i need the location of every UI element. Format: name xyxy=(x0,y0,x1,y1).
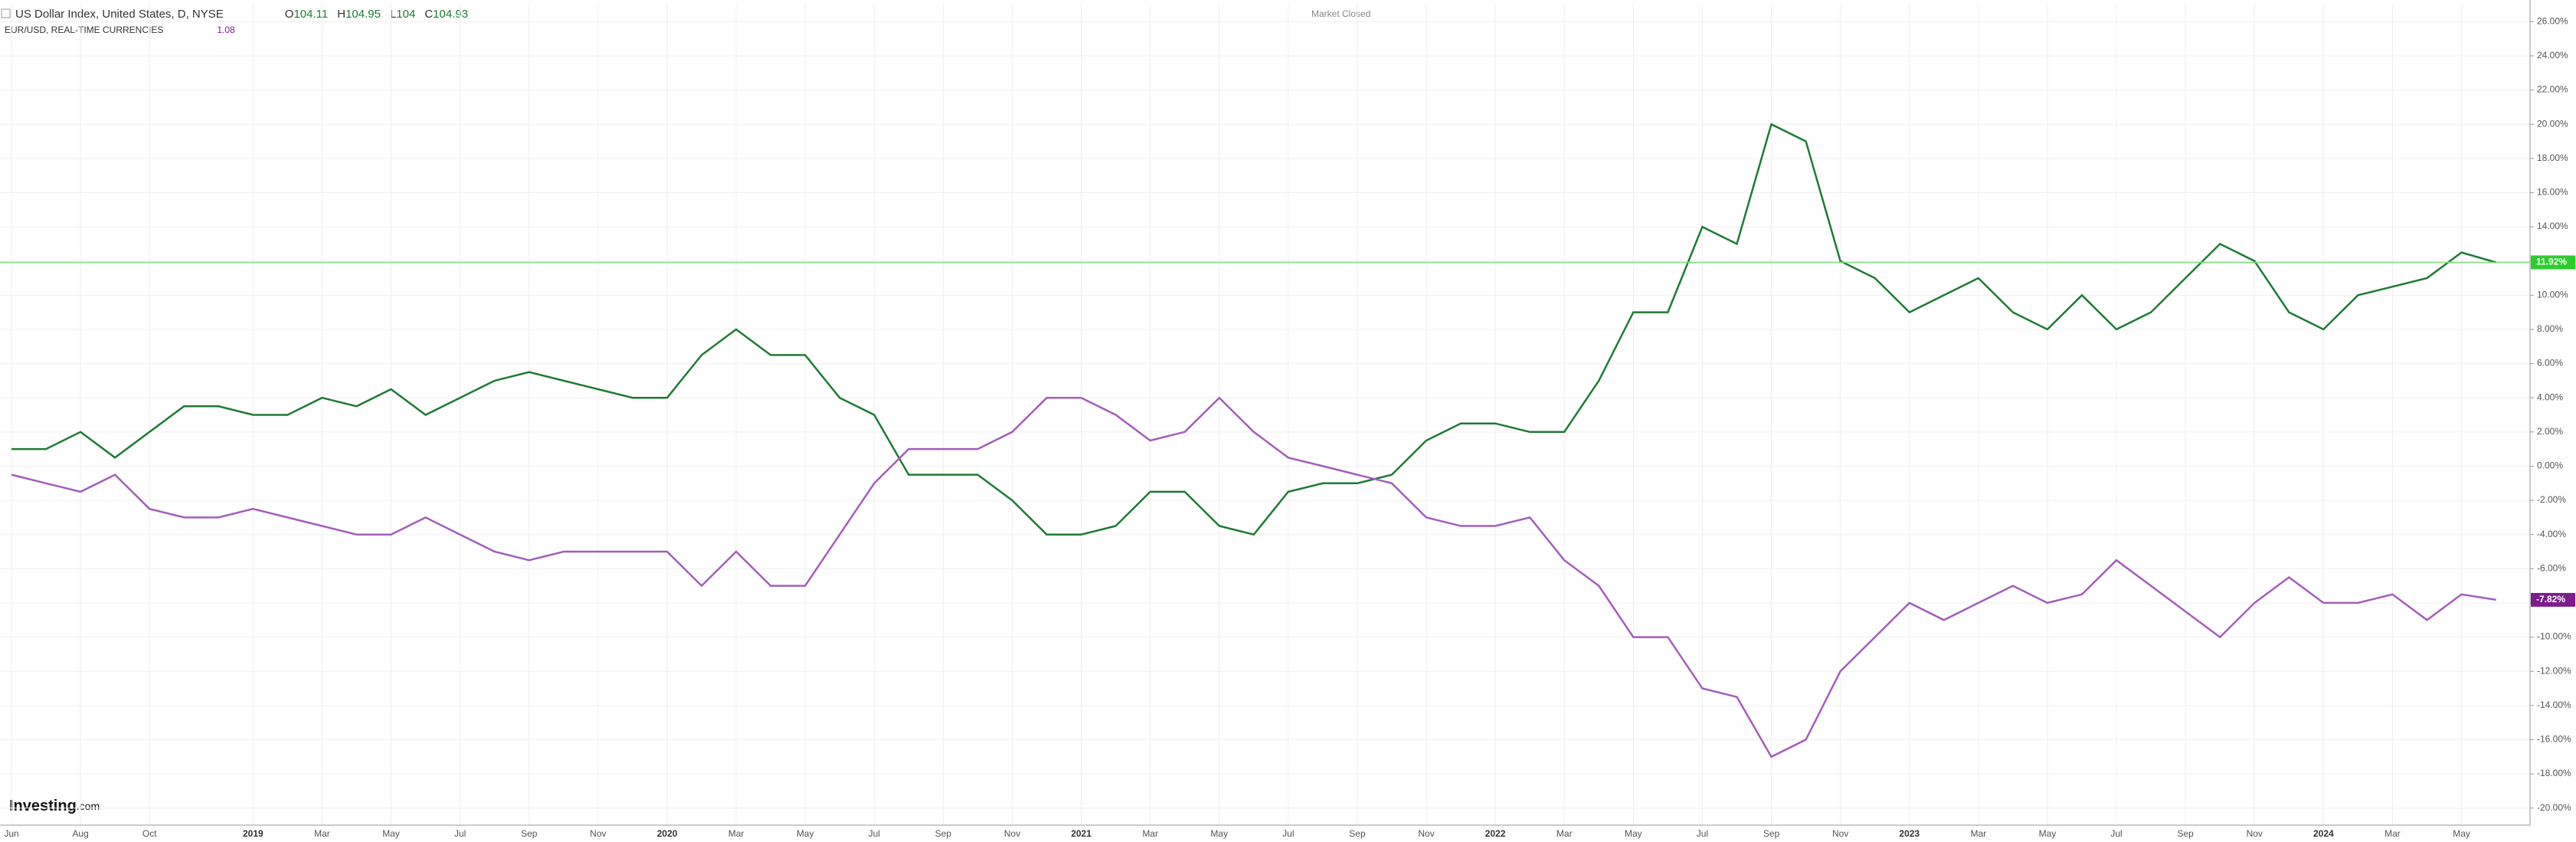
y-tick-label: 24.00% xyxy=(2537,50,2568,61)
ohlc-label: L xyxy=(390,8,396,21)
logo-text: Investing xyxy=(9,798,77,814)
y-tick-label: -14.00% xyxy=(2537,699,2571,710)
y-tick-label: 2.00% xyxy=(2537,426,2563,437)
y-tick-label: 8.00% xyxy=(2537,323,2563,334)
y-tick-label: -12.00% xyxy=(2537,665,2571,676)
ohlc-label: C xyxy=(424,8,433,21)
status: Market Closed xyxy=(1311,8,1370,19)
y-tick-label: 10.00% xyxy=(2537,289,2568,300)
y-tick-label: 20.00% xyxy=(2537,118,2568,129)
x-tick-label: Mar xyxy=(314,828,330,839)
x-tick-label: May xyxy=(2039,828,2057,839)
series-line xyxy=(11,123,2496,536)
logo-suffix: .com xyxy=(77,800,100,812)
series-name: EUR/USD, REAL-TIME CURRENCIES xyxy=(5,25,163,35)
ohlc-value: 104.95 xyxy=(345,8,381,21)
x-tick-label: Mar xyxy=(2385,828,2401,839)
x-tick-label: May xyxy=(2453,828,2470,839)
x-tick-label: Nov xyxy=(1418,828,1434,839)
last-value-tag xyxy=(2531,592,2575,607)
last-value-label: -7.82% xyxy=(2536,594,2565,604)
x-tick-label: Mar xyxy=(1971,828,1987,839)
x-tick-label: May xyxy=(797,828,814,839)
y-tick-label: 0.00% xyxy=(2537,460,2563,471)
ohlc-value: 104.11 xyxy=(293,8,328,21)
y-tick-label: -20.00% xyxy=(2537,802,2571,813)
secondary-price: 1.08 xyxy=(217,25,235,35)
y-tick-label: 14.00% xyxy=(2537,221,2568,231)
y-tick-label: 26.00% xyxy=(2537,15,2568,26)
collapse-icon xyxy=(1,8,11,18)
x-tick-label: Nov xyxy=(2247,828,2263,839)
y-tick-label: 6.00% xyxy=(2537,358,2563,369)
x-tick-label: Sep xyxy=(521,828,538,839)
x-tick-label: May xyxy=(1625,828,1642,839)
x-tick-label: Sep xyxy=(935,828,952,839)
x-tick-label: Aug xyxy=(72,828,88,839)
x-tick-label: May xyxy=(382,828,400,839)
x-tick-label: Sep xyxy=(1763,828,1780,839)
ohlc: O104.11 H104.95 L104 C104.93 xyxy=(285,8,468,21)
x-tick-label: Mar xyxy=(1142,828,1158,839)
y-tick-label: 22.00% xyxy=(2537,84,2568,95)
x-tick-label: 2019 xyxy=(243,828,263,839)
x-tick-label: Jul xyxy=(454,828,466,839)
ohlc-label: O xyxy=(285,8,294,21)
last-value-label: 11.92% xyxy=(2536,257,2567,267)
x-tick-label: Jun xyxy=(4,828,18,839)
x-tick-label: Sep xyxy=(2177,828,2194,839)
x-tick-label: 2021 xyxy=(1071,828,1092,839)
y-tick-label: 4.00% xyxy=(2537,392,2563,402)
y-tick-label: -6.00% xyxy=(2537,562,2566,573)
x-tick-label: 2020 xyxy=(657,828,678,839)
x-tick-label: 2023 xyxy=(1899,828,1920,839)
x-tick-label: Mar xyxy=(1556,828,1573,839)
y-tick-label: -2.00% xyxy=(2537,494,2566,505)
last-value-tag xyxy=(2531,255,2575,270)
x-tick-label: Jul xyxy=(1697,828,1708,839)
series-line xyxy=(11,396,2496,758)
x-tick-label: Jul xyxy=(2110,828,2122,839)
x-tick-label: Oct xyxy=(142,828,157,839)
y-tick-label: 16.00% xyxy=(2537,187,2568,198)
ohlc-value: 104.93 xyxy=(433,8,468,21)
y-tick-label: -16.00% xyxy=(2537,734,2571,745)
x-tick-label: Nov xyxy=(590,828,606,839)
x-tick-label: Jul xyxy=(869,828,880,839)
x-tick-label: 2022 xyxy=(1485,828,1506,839)
y-tick-label: -4.00% xyxy=(2537,529,2566,539)
series-name: US Dollar Index, United States, D, NYSE xyxy=(15,8,224,21)
x-tick-label: Jul xyxy=(1282,828,1294,839)
y-tick-label: -18.00% xyxy=(2537,768,2571,778)
ohlc-label: H xyxy=(337,8,345,21)
ohlc-value: 104 xyxy=(396,8,415,21)
x-tick-label: Mar xyxy=(728,828,745,839)
x-tick-label: Sep xyxy=(1349,828,1366,839)
y-tick-label: 18.00% xyxy=(2537,152,2568,163)
logo: Investing.com xyxy=(9,798,100,814)
x-tick-label: Nov xyxy=(1004,828,1020,839)
y-tick-label: -10.00% xyxy=(2537,631,2571,642)
x-tick-label: 2024 xyxy=(2313,828,2334,839)
x-tick-label: May xyxy=(1210,828,1228,839)
x-tick-label: Nov xyxy=(1832,828,1848,839)
